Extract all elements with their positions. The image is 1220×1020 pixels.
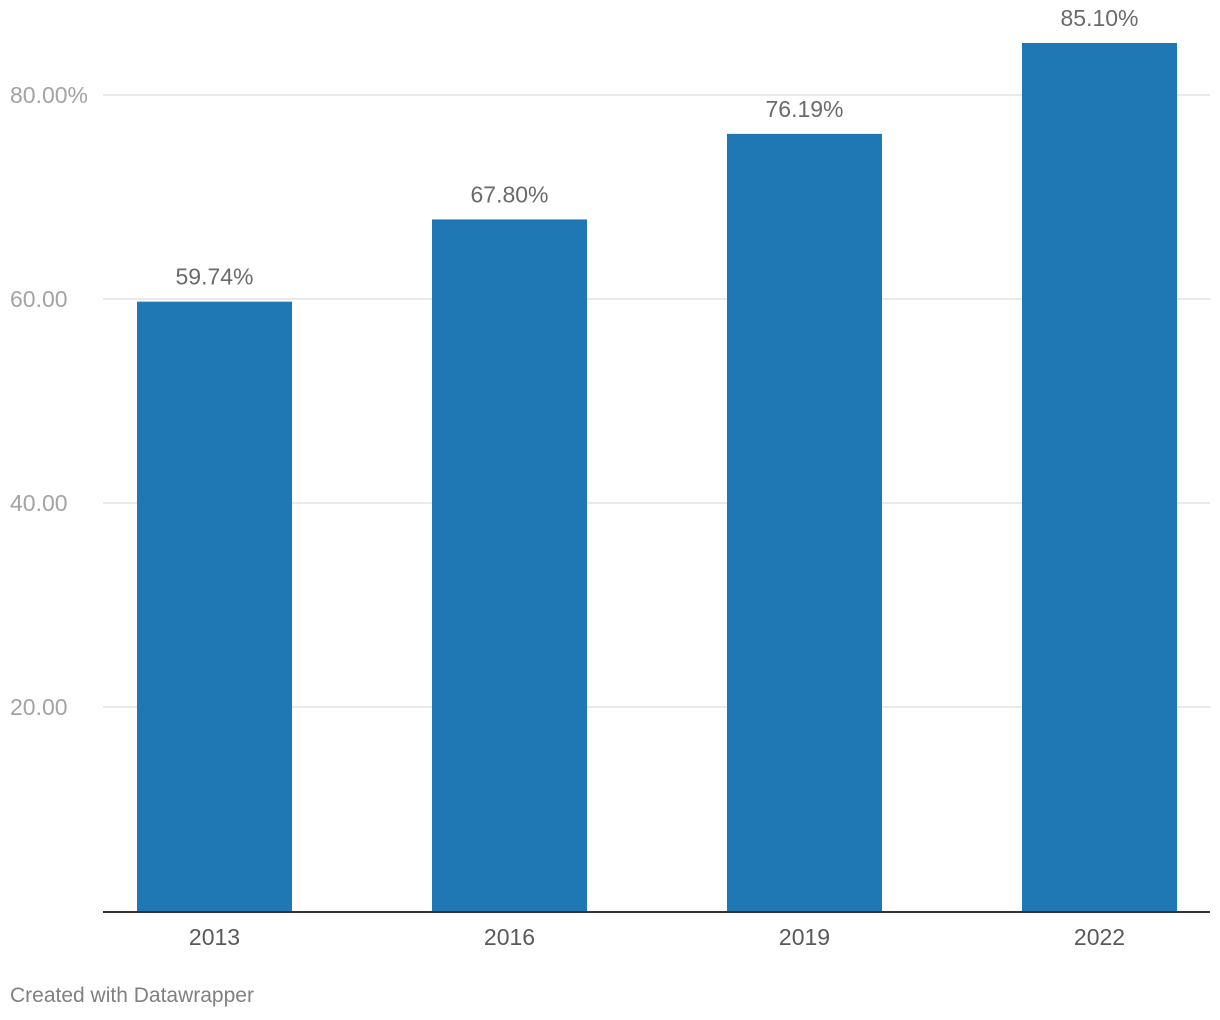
y-tick-label: 80.00% bbox=[10, 82, 88, 108]
y-tick-label: 40.00 bbox=[10, 490, 68, 516]
value-label: 59.74% bbox=[175, 264, 253, 290]
bar bbox=[137, 301, 292, 912]
bar bbox=[1022, 42, 1177, 912]
x-tick-label: 2016 bbox=[484, 924, 535, 950]
x-tick-label: 2013 bbox=[189, 924, 240, 950]
bar bbox=[432, 219, 587, 911]
value-label: 85.10% bbox=[1060, 5, 1138, 31]
bars bbox=[137, 42, 1177, 912]
value-label: 67.80% bbox=[470, 181, 548, 207]
credit-text: Created with Datawrapper bbox=[10, 984, 254, 1007]
x-tick-label: 2022 bbox=[1074, 924, 1125, 950]
value-labels: 59.74% 67.80% 76.19% 85.10% bbox=[175, 5, 1138, 290]
y-tick-label: 60.00 bbox=[10, 286, 68, 312]
value-label: 76.19% bbox=[765, 96, 843, 122]
bar bbox=[727, 133, 882, 911]
bar-chart: 20.00 40.00 60.00 80.00% 59.74% 67.80% 76.19%… bbox=[10, 5, 1210, 950]
x-axis: 2013 2016 2019 2022 bbox=[103, 911, 1210, 950]
y-tick-label: 20.00 bbox=[10, 694, 68, 720]
x-tick-label: 2019 bbox=[779, 924, 830, 950]
